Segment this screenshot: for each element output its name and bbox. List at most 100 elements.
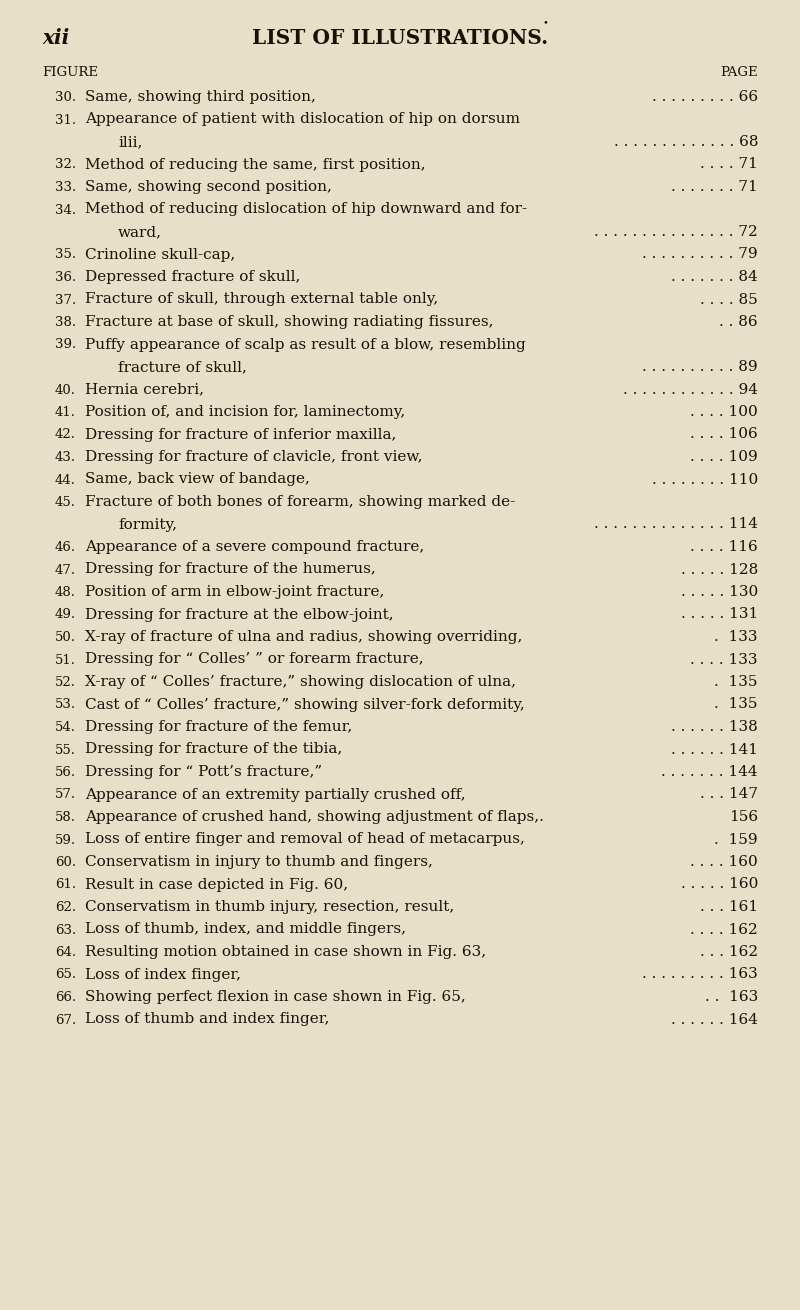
Text: Appearance of crushed hand, showing adjustment of flaps,.: Appearance of crushed hand, showing adju… (85, 810, 544, 824)
Text: Loss of entire finger and removal of head of metacarpus,: Loss of entire finger and removal of hea… (85, 832, 525, 846)
Text: Loss of index finger,: Loss of index finger, (85, 968, 241, 981)
Text: Puffy appearance of scalp as result of a blow, resembling: Puffy appearance of scalp as result of a… (85, 338, 526, 351)
Text: . . . . . . . . . 66: . . . . . . . . . 66 (652, 90, 758, 103)
Text: formity,: formity, (118, 517, 177, 532)
Text: . . . . 116: . . . . 116 (690, 540, 758, 554)
Text: Result in case depicted in Fig. 60,: Result in case depicted in Fig. 60, (85, 878, 348, 892)
Text: . . . . . . . 144: . . . . . . . 144 (662, 765, 758, 779)
Text: Appearance of an extremity partially crushed off,: Appearance of an extremity partially cru… (85, 787, 466, 802)
Text: . . . . 71: . . . . 71 (700, 157, 758, 172)
Text: 48.: 48. (55, 586, 76, 599)
Text: 30.: 30. (55, 90, 76, 103)
Text: Fracture at base of skull, showing radiating fissures,: Fracture at base of skull, showing radia… (85, 314, 494, 329)
Text: Crinoline skull-cap,: Crinoline skull-cap, (85, 248, 235, 262)
Text: 51.: 51. (55, 654, 76, 667)
Text: X-ray of fracture of ulna and radius, showing overriding,: X-ray of fracture of ulna and radius, sh… (85, 630, 522, 645)
Text: Loss of thumb, index, and middle fingers,: Loss of thumb, index, and middle fingers… (85, 922, 406, 937)
Text: . . . . . . . . . . 89: . . . . . . . . . . 89 (642, 360, 758, 373)
Text: Method of reducing dislocation of hip downward and for-: Method of reducing dislocation of hip do… (85, 203, 527, 216)
Text: 53.: 53. (55, 698, 76, 711)
Text: . . . . . . . . . . . . 94: . . . . . . . . . . . . 94 (623, 383, 758, 397)
Text: Dressing for “ Colles’ ” or forearm fracture,: Dressing for “ Colles’ ” or forearm frac… (85, 652, 424, 667)
Text: Hernia cerebri,: Hernia cerebri, (85, 383, 204, 397)
Text: . .  163: . . 163 (705, 990, 758, 1003)
Text: 62.: 62. (55, 901, 76, 914)
Text: Dressing for fracture of clavicle, front view,: Dressing for fracture of clavicle, front… (85, 451, 422, 464)
Text: . . . 147: . . . 147 (700, 787, 758, 802)
Text: Position of, and incision for, laminectomy,: Position of, and incision for, laminecto… (85, 405, 406, 419)
Text: LIST OF ILLUSTRATIONS.: LIST OF ILLUSTRATIONS. (252, 28, 548, 48)
Text: . . . . . . . . . . 79: . . . . . . . . . . 79 (642, 248, 758, 262)
Text: 64.: 64. (55, 946, 76, 959)
Text: 63.: 63. (54, 924, 76, 937)
Text: . . . . 100: . . . . 100 (690, 405, 758, 419)
Text: Dressing for fracture of the humerus,: Dressing for fracture of the humerus, (85, 562, 376, 576)
Text: . . . . . . . . . . . . . . 114: . . . . . . . . . . . . . . 114 (594, 517, 758, 532)
Text: . . . . . 131: . . . . . 131 (681, 608, 758, 621)
Text: . . . . . . . . . . . . . . . 72: . . . . . . . . . . . . . . . 72 (594, 225, 758, 238)
Text: 44.: 44. (55, 473, 76, 486)
Text: Fracture of both bones of forearm, showing marked de-: Fracture of both bones of forearm, showi… (85, 495, 515, 510)
Text: 37.: 37. (54, 293, 76, 307)
Text: 52.: 52. (55, 676, 76, 689)
Text: 65.: 65. (55, 968, 76, 981)
Text: . . . . . . 164: . . . . . . 164 (671, 1013, 758, 1027)
Text: 45.: 45. (55, 496, 76, 510)
Text: 58.: 58. (55, 811, 76, 824)
Text: 59.: 59. (55, 833, 76, 846)
Text: Conservatism in thumb injury, resection, result,: Conservatism in thumb injury, resection,… (85, 900, 454, 914)
Text: 49.: 49. (55, 609, 76, 621)
Text: .  135: . 135 (714, 675, 758, 689)
Text: 50.: 50. (55, 631, 76, 645)
Text: X-ray of “ Colles’ fracture,” showing dislocation of ulna,: X-ray of “ Colles’ fracture,” showing di… (85, 675, 516, 689)
Text: 156: 156 (729, 810, 758, 824)
Text: 43.: 43. (55, 451, 76, 464)
Text: Cast of “ Colles’ fracture,” showing silver-fork deformity,: Cast of “ Colles’ fracture,” showing sil… (85, 697, 525, 711)
Text: Appearance of a severe compound fracture,: Appearance of a severe compound fracture… (85, 540, 424, 554)
Text: .  159: . 159 (714, 832, 758, 846)
Text: 32.: 32. (55, 159, 76, 172)
Text: 46.: 46. (55, 541, 76, 554)
Text: 61.: 61. (55, 879, 76, 892)
Text: Dressing for “ Pott’s fracture,”: Dressing for “ Pott’s fracture,” (85, 765, 322, 779)
Text: 38.: 38. (55, 316, 76, 329)
Text: Showing perfect flexion in case shown in Fig. 65,: Showing perfect flexion in case shown in… (85, 990, 466, 1003)
Text: . . 86: . . 86 (719, 314, 758, 329)
Text: 36.: 36. (54, 271, 76, 284)
Text: . . . . . . 141: . . . . . . 141 (671, 743, 758, 756)
Text: ward,: ward, (118, 225, 162, 238)
Text: 31.: 31. (55, 114, 76, 127)
Text: Method of reducing the same, first position,: Method of reducing the same, first posit… (85, 157, 426, 172)
Text: . . . . 133: . . . . 133 (690, 652, 758, 667)
Text: . . . . 162: . . . . 162 (690, 922, 758, 937)
Text: 42.: 42. (55, 428, 76, 441)
Text: . . . . 109: . . . . 109 (690, 451, 758, 464)
Text: Same, back view of bandage,: Same, back view of bandage, (85, 473, 310, 486)
Text: Position of arm in elbow-joint fracture,: Position of arm in elbow-joint fracture, (85, 586, 384, 599)
Text: Dressing for fracture of inferior maxilla,: Dressing for fracture of inferior maxill… (85, 427, 396, 441)
Text: 67.: 67. (54, 1014, 76, 1027)
Text: 55.: 55. (55, 744, 76, 756)
Text: 56.: 56. (55, 766, 76, 779)
Text: 57.: 57. (55, 789, 76, 802)
Text: Same, showing second position,: Same, showing second position, (85, 179, 332, 194)
Text: .  133: . 133 (714, 630, 758, 645)
Text: . . . . 85: . . . . 85 (700, 292, 758, 307)
Text: . . . . . . . . . . . . . 68: . . . . . . . . . . . . . 68 (614, 135, 758, 149)
Text: . . . . . 130: . . . . . 130 (681, 586, 758, 599)
Text: 34.: 34. (55, 203, 76, 216)
Text: .  135: . 135 (714, 697, 758, 711)
Text: Dressing for fracture of the tibia,: Dressing for fracture of the tibia, (85, 743, 342, 756)
Text: . . . . . . . 84: . . . . . . . 84 (671, 270, 758, 284)
Text: Resulting motion obtained in case shown in Fig. 63,: Resulting motion obtained in case shown … (85, 945, 486, 959)
Text: 41.: 41. (55, 406, 76, 419)
Text: 54.: 54. (55, 721, 76, 734)
Text: PAGE: PAGE (720, 66, 758, 79)
Text: . . . . . 160: . . . . . 160 (681, 878, 758, 892)
Text: xii: xii (42, 28, 70, 48)
Text: 60.: 60. (55, 855, 76, 869)
Text: Conservatism in injury to thumb and fingers,: Conservatism in injury to thumb and fing… (85, 855, 433, 869)
Text: fracture of skull,: fracture of skull, (118, 360, 247, 373)
Text: Loss of thumb and index finger,: Loss of thumb and index finger, (85, 1013, 330, 1027)
Text: 39.: 39. (54, 338, 76, 351)
